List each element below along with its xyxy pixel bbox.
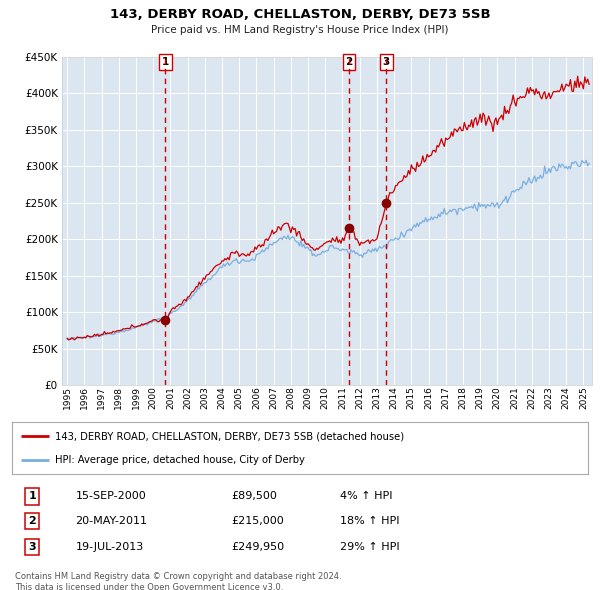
Text: 3: 3	[28, 542, 36, 552]
Text: 2: 2	[28, 516, 36, 526]
Text: HPI: Average price, detached house, City of Derby: HPI: Average price, detached house, City…	[55, 455, 305, 465]
Text: 143, DERBY ROAD, CHELLASTON, DERBY, DE73 5SB: 143, DERBY ROAD, CHELLASTON, DERBY, DE73…	[110, 8, 490, 21]
Text: 2: 2	[346, 57, 353, 67]
Text: 19-JUL-2013: 19-JUL-2013	[76, 542, 143, 552]
Text: 3: 3	[383, 57, 390, 67]
Text: £215,000: £215,000	[231, 516, 284, 526]
Text: 143, DERBY ROAD, CHELLASTON, DERBY, DE73 5SB (detached house): 143, DERBY ROAD, CHELLASTON, DERBY, DE73…	[55, 431, 404, 441]
Text: 20-MAY-2011: 20-MAY-2011	[76, 516, 148, 526]
Text: 4% ↑ HPI: 4% ↑ HPI	[340, 491, 393, 502]
Text: This data is licensed under the Open Government Licence v3.0.: This data is licensed under the Open Gov…	[15, 583, 283, 590]
Text: 1: 1	[162, 57, 169, 67]
Text: £89,500: £89,500	[231, 491, 277, 502]
Text: £249,950: £249,950	[231, 542, 284, 552]
Text: Contains HM Land Registry data © Crown copyright and database right 2024.: Contains HM Land Registry data © Crown c…	[15, 572, 341, 581]
Text: Price paid vs. HM Land Registry's House Price Index (HPI): Price paid vs. HM Land Registry's House …	[151, 25, 449, 35]
Text: 1: 1	[28, 491, 36, 502]
Text: 15-SEP-2000: 15-SEP-2000	[76, 491, 146, 502]
Text: 29% ↑ HPI: 29% ↑ HPI	[340, 542, 400, 552]
Text: 18% ↑ HPI: 18% ↑ HPI	[340, 516, 400, 526]
